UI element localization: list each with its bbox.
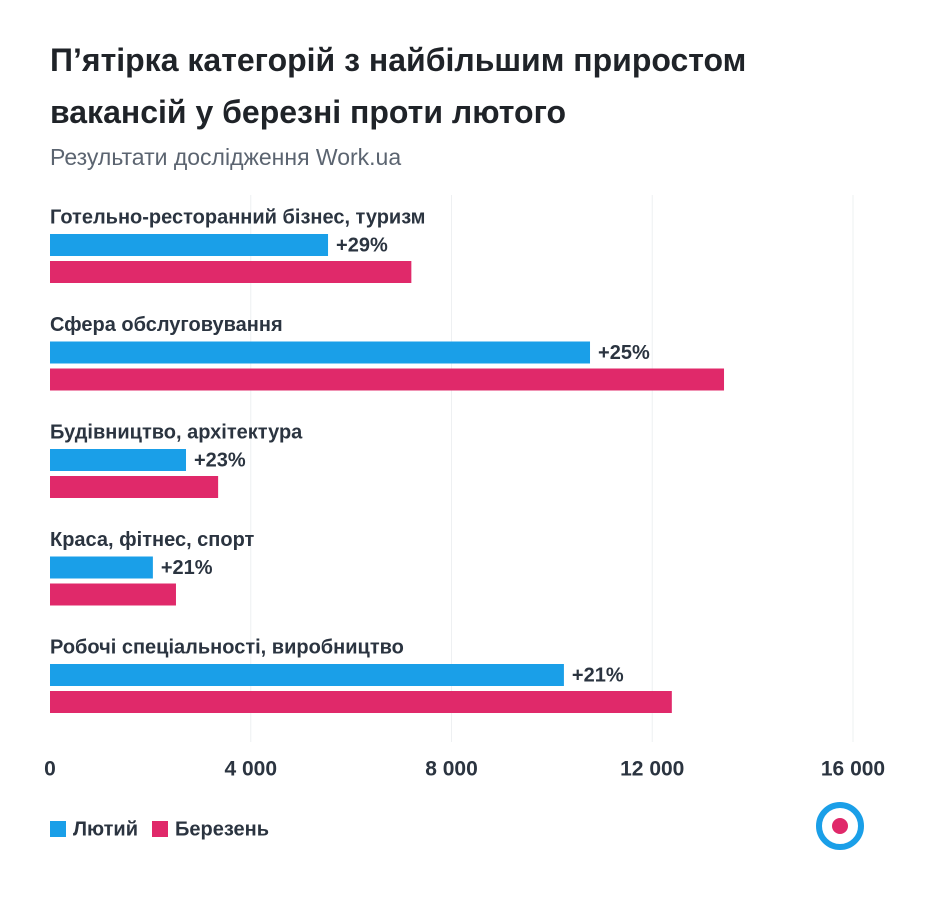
- bar-annotation: +21%: [572, 664, 624, 686]
- chart-title: П’ятірка категорій з найбільшим приросто…: [50, 42, 747, 130]
- category-label: Краса, фітнес, спорт: [50, 529, 255, 551]
- bar: [50, 583, 176, 606]
- x-tick-label: 8 000: [425, 758, 478, 781]
- bar: [50, 556, 153, 579]
- bar: [50, 234, 329, 256]
- bar-annotation: +25%: [598, 342, 650, 364]
- bar: [50, 691, 672, 713]
- x-tick-label: 12 000: [620, 758, 684, 781]
- legend-label: Березень: [175, 818, 269, 840]
- bar: [50, 449, 187, 471]
- legend-swatch: [50, 821, 66, 837]
- bar: [50, 341, 591, 364]
- x-tick-label: 0: [44, 758, 56, 781]
- bar: [50, 368, 725, 391]
- category-label: Сфера обслуговування: [50, 314, 283, 336]
- legend-swatch: [152, 821, 168, 837]
- category-label: Готельно-ресторанний бізнес, туризм: [50, 206, 425, 228]
- bar: [50, 476, 219, 498]
- category-label: Робочі спеціальності, виробництво: [50, 636, 404, 658]
- chart-subtitle: Результати дослідження Work.ua: [50, 144, 402, 170]
- x-tick-label: 4 000: [224, 758, 277, 781]
- x-tick-label: 16 000: [821, 758, 885, 781]
- bar-annotation: +23%: [194, 449, 246, 471]
- logo: [816, 802, 864, 850]
- category-label: Будівництво, архітектура: [50, 421, 303, 443]
- bar-annotation: +29%: [336, 234, 388, 256]
- legend-label: Лютий: [73, 818, 138, 840]
- bar-annotation: +21%: [161, 557, 213, 579]
- bar: [50, 664, 564, 686]
- bar: [50, 261, 412, 283]
